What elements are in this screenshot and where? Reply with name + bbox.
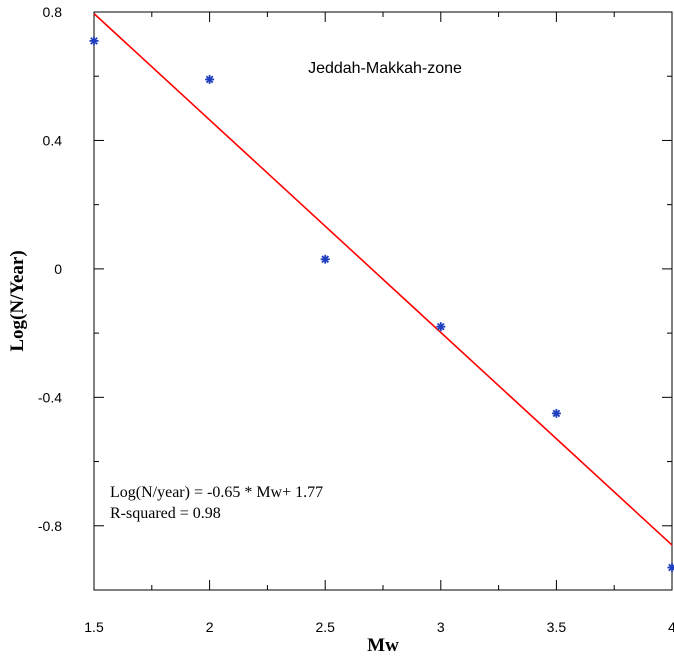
data-point <box>89 36 99 46</box>
data-point <box>667 563 674 573</box>
x-axis-ticks: 1.5 2 2.5 3 3.5 4 <box>84 12 674 635</box>
r-squared-label: R-squared = 0.98 <box>110 505 221 522</box>
y-tick-label: 0.8 <box>43 4 63 20</box>
x-tick-label: 3.5 <box>547 619 567 635</box>
y-axis-title: Log(N/Year) <box>7 250 28 351</box>
data-point <box>551 408 561 418</box>
y-tick-label: 0.4 <box>43 132 63 148</box>
fit-line <box>93 13 673 546</box>
y-tick-label: -0.4 <box>38 389 62 405</box>
annotation-title: Jeddah-Makkah-zone <box>308 60 462 77</box>
fit-line-group <box>93 13 673 546</box>
plot-frame <box>93 11 673 591</box>
data-point <box>320 254 330 264</box>
y-axis-ticks: -0.8 -0.4 0 0.4 0.8 <box>38 4 672 591</box>
x-tick-label: 1.5 <box>84 619 104 635</box>
x-tick-label: 2 <box>206 619 214 635</box>
data-point <box>205 74 215 84</box>
x-tick-label: 4 <box>668 619 674 635</box>
equation-label: Log(N/year) = -0.65 * Mw+ 1.77 <box>110 484 323 501</box>
y-tick-label: 0 <box>54 261 62 277</box>
x-tick-label: 3 <box>437 619 445 635</box>
y-tick-label: -0.8 <box>38 518 62 534</box>
data-point <box>436 322 446 332</box>
x-tick-label: 2.5 <box>315 619 335 635</box>
data-points <box>89 36 674 573</box>
x-axis-title: Mw <box>367 635 399 656</box>
